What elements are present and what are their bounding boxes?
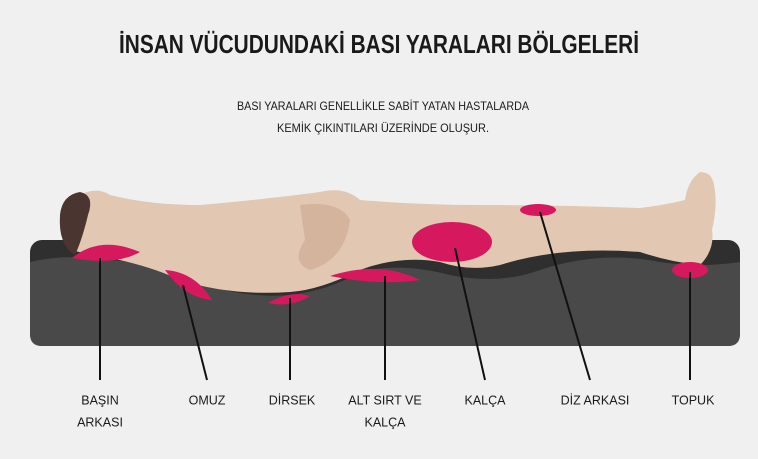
region-label: OMUZ bbox=[189, 393, 226, 407]
region-label: ARKASI bbox=[77, 415, 123, 429]
leader-line bbox=[454, 247, 486, 381]
arm bbox=[298, 204, 350, 270]
spot bbox=[412, 222, 492, 262]
region-label: KALÇA bbox=[365, 415, 407, 429]
region-label: TOPUK bbox=[672, 393, 715, 407]
region-label: KALÇA bbox=[465, 393, 507, 407]
pressure-spots bbox=[72, 204, 708, 305]
region-label: DİRSEK bbox=[269, 393, 316, 407]
leader-line bbox=[182, 284, 208, 381]
title: İNSAN VÜCUDUNDAKİ BASI YARALARI BÖLGELER… bbox=[119, 29, 639, 59]
labels: BAŞIN ARKASI OMUZ DİRSEK ALT SIRT VE KALÇA KAL… bbox=[77, 393, 715, 429]
spot bbox=[520, 204, 556, 216]
spot bbox=[330, 268, 420, 283]
leader-lines bbox=[99, 211, 691, 381]
region-label: DİZ ARKASI bbox=[561, 393, 630, 407]
spot bbox=[672, 262, 708, 278]
subtitle-line: BASI YARALARI GENELLİKLE SABİT YATAN HAS… bbox=[237, 99, 529, 113]
hair bbox=[59, 192, 91, 255]
region-label: ALT SIRT VE bbox=[348, 393, 421, 407]
subtitle-line: KEMİK ÇIKINTILARI ÜZERİNDE OLUŞUR. bbox=[277, 121, 489, 135]
region-label: BAŞIN bbox=[81, 393, 119, 407]
spot bbox=[72, 244, 140, 261]
leader-line bbox=[539, 211, 591, 381]
body bbox=[66, 172, 716, 293]
spot bbox=[165, 270, 212, 300]
